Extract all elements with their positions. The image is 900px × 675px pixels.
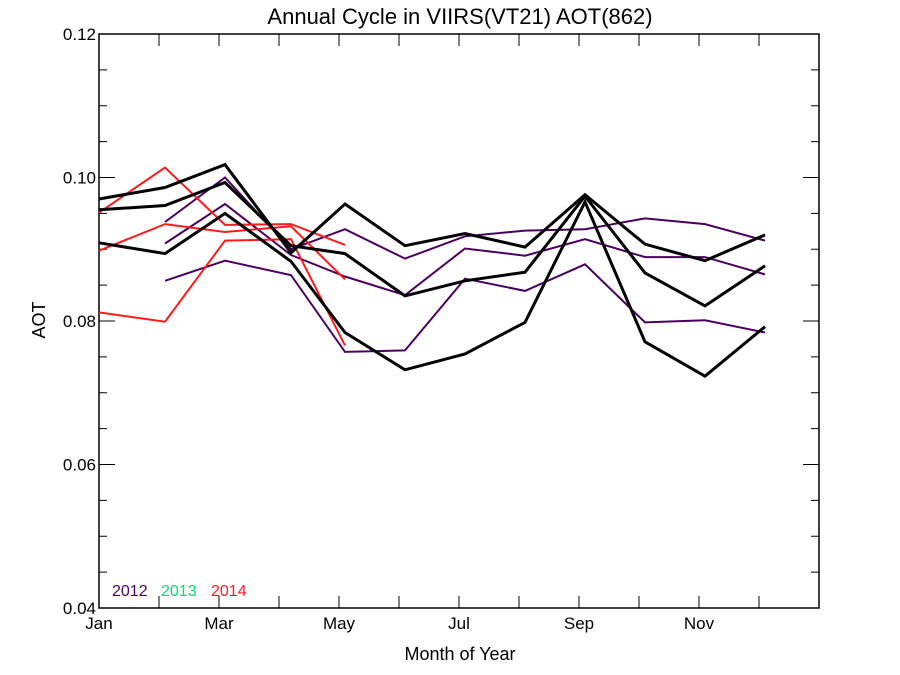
x-axis-label: Month of Year [404,644,515,664]
x-tick-label: Jan [85,614,112,633]
chart-title: Annual Cycle in VIIRS(VT21) AOT(862) [267,4,652,29]
series-line-mean-8 [98,198,766,379]
x-tick-label: May [323,614,356,633]
x-tick-label: Sep [564,614,594,633]
y-axis-label: AOT [29,301,49,338]
x-axis: Jan Mar May Jul Sep Nov [85,34,760,633]
series-line-2014-4 [98,223,346,281]
legend-2012: 2012 [112,583,148,600]
x-tick-label: Nov [684,614,715,633]
series-line-mean-7 [98,180,766,308]
y-tick-label: 0.08 [63,312,96,331]
series-line-2012-0 [164,176,766,260]
series-line-2014-5 [98,238,346,346]
y-tick-label: 0.12 [63,25,96,44]
x-tick-label: Jul [448,614,470,633]
series-line-2012-2 [164,259,766,353]
y-axis: 0.04 0.06 0.08 0.10 0.12 [63,25,819,618]
series-line-2012-1 [164,202,766,297]
y-tick-label: 0.10 [63,169,96,188]
y-tick-label: 0.04 [63,599,96,618]
x-tick-label: Mar [204,614,234,633]
legend-2013: 2013 [161,583,197,600]
y-tick-label: 0.06 [63,456,96,475]
series-line-mean-6 [98,162,766,263]
legend: 2012 2013 2014 [112,583,247,600]
legend-2014: 2014 [211,583,247,600]
series-line-2014-3 [98,166,346,246]
series-layer [98,162,766,379]
